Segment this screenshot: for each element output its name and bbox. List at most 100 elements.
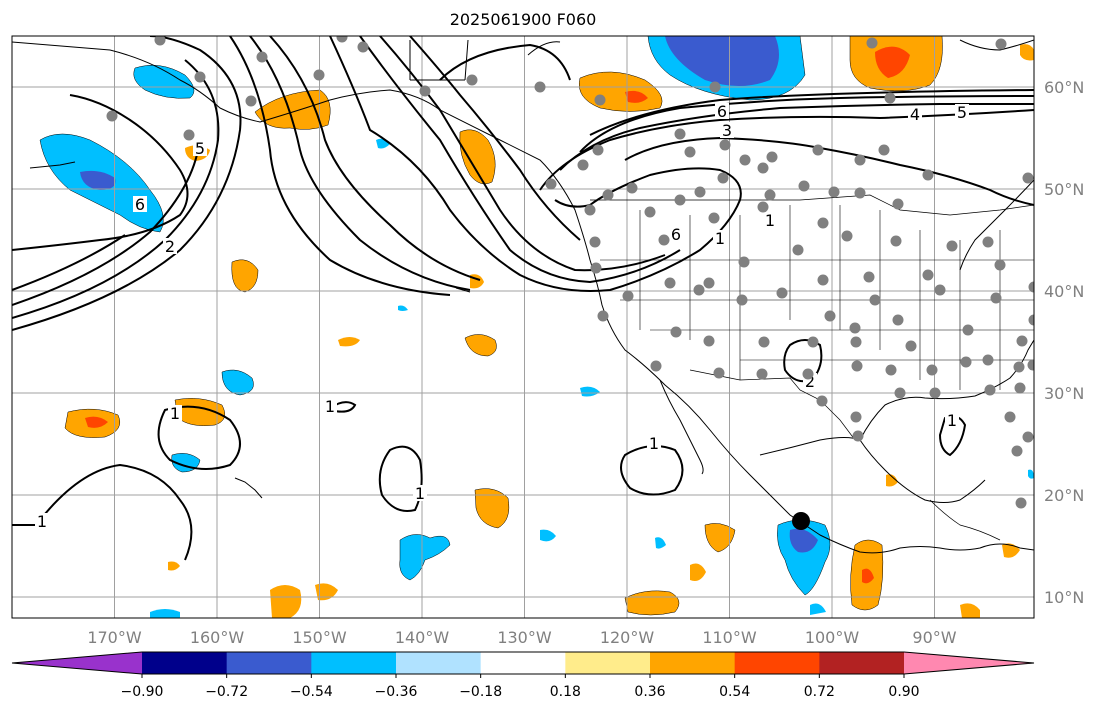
- station-dot: [946, 240, 958, 252]
- station-dot: [1014, 382, 1026, 394]
- map-title: 2025061900 F060: [449, 10, 597, 29]
- station-dot: [534, 81, 546, 93]
- station-dot: [736, 294, 748, 306]
- station-dot: [739, 154, 751, 166]
- contour-label: 6: [135, 195, 145, 214]
- station-dot: [885, 364, 897, 376]
- colorbar: −0.90 −0.72 −0.54 −0.36 −0.18 0.18 0.36 0.54 0.7…: [11, 651, 1035, 700]
- station-dot: [994, 259, 1006, 271]
- station-dot: [817, 217, 829, 229]
- station-dot: [890, 235, 902, 247]
- lat-tick-label: 10°N: [1044, 588, 1084, 607]
- station-dot: [905, 340, 917, 352]
- contour-label: 1: [715, 229, 725, 248]
- station-dot: [674, 128, 686, 140]
- station-dot: [674, 194, 686, 206]
- colorbar-segment: [734, 652, 820, 674]
- station-dot: [1027, 359, 1034, 371]
- lat-tick-label: 60°N: [1044, 78, 1084, 97]
- station-dot: [664, 277, 676, 289]
- station-dot: [934, 284, 946, 296]
- contour-label-bg: [908, 106, 922, 122]
- station-dot: [812, 144, 824, 156]
- contour-label-bg: [168, 405, 182, 421]
- station-dot: [256, 51, 268, 63]
- station-dot: [1011, 445, 1023, 457]
- station-dot: [694, 186, 706, 198]
- station-dot: [183, 129, 195, 141]
- contour-label: 5: [195, 139, 205, 158]
- contour-label: 5: [957, 103, 967, 122]
- station-dot: [670, 326, 682, 338]
- contour-label-bg: [763, 212, 777, 228]
- contour-label-bg: [715, 103, 729, 119]
- station-dot: [828, 186, 840, 198]
- station-dot: [713, 367, 725, 379]
- station-dot: [584, 204, 596, 216]
- station-dot: [817, 274, 829, 286]
- lat-tick-label: 20°N: [1044, 486, 1084, 505]
- contour-label: 1: [649, 434, 659, 453]
- station-dot: [850, 411, 862, 423]
- station-dot: [708, 212, 720, 224]
- station-dot: [984, 384, 996, 396]
- contour-label: 2: [805, 372, 815, 391]
- station-dot: [545, 178, 557, 190]
- station-dot: [776, 287, 788, 299]
- station-dot: [658, 234, 670, 246]
- contour-label: 4: [910, 105, 920, 124]
- lon-tick-label: 90°W: [912, 628, 956, 647]
- station-dot: [622, 290, 634, 302]
- colorbar-segment: [396, 652, 482, 674]
- contour-label-bg: [713, 230, 727, 246]
- colorbar-tick-label: −0.90: [121, 684, 164, 700]
- station-dot: [852, 430, 864, 442]
- station-dot: [849, 322, 861, 334]
- lon-tick-label: 120°W: [600, 628, 655, 647]
- station-dot: [894, 387, 906, 399]
- station-dot: [960, 356, 972, 368]
- station-dot: [926, 364, 938, 376]
- lat-tick-label: 50°N: [1044, 180, 1084, 199]
- station-dot: [1016, 335, 1028, 347]
- colorbar-segment: [480, 652, 566, 674]
- station-dot: [792, 244, 804, 256]
- contour-label-bg: [647, 435, 661, 451]
- station-dot: [850, 336, 862, 348]
- colorbar-tick-label: −0.18: [459, 684, 502, 700]
- lon-tick-label: 140°W: [395, 628, 450, 647]
- colorbar-extend-min: [12, 652, 142, 674]
- station-dot: [719, 139, 731, 151]
- lon-tick-label: 130°W: [497, 628, 552, 647]
- station-dot: [594, 94, 606, 106]
- contour-label-bg: [35, 513, 49, 529]
- station-dot: [194, 71, 206, 83]
- contour-label: 3: [722, 121, 732, 140]
- station-dot: [644, 206, 656, 218]
- station-dot: [841, 230, 853, 242]
- station-dot: [922, 269, 934, 281]
- station-dot: [590, 262, 602, 274]
- contour-label: 1: [37, 512, 47, 531]
- contour-label: 1: [325, 397, 335, 416]
- station-dot: [357, 41, 369, 53]
- station-dot: [693, 284, 705, 296]
- station-dot: [106, 110, 118, 122]
- station-dot: [1022, 431, 1034, 443]
- station-dot: [802, 368, 814, 380]
- lon-tick-label: 170°W: [87, 628, 142, 647]
- colorbar-tick-label: 0.54: [719, 684, 750, 700]
- station-dot: [798, 180, 810, 192]
- contour-label: 1: [765, 211, 775, 230]
- contour-label-bg: [945, 412, 959, 428]
- station-dot: [589, 236, 601, 248]
- station-dot: [313, 69, 325, 81]
- colorbar-tick-label: −0.72: [205, 684, 248, 700]
- station-dot: [851, 360, 863, 372]
- station-dot: [824, 310, 836, 322]
- colorbar-tick-label: 0.36: [634, 684, 665, 700]
- contour-label: 6: [717, 102, 727, 121]
- station-dot: [703, 277, 715, 289]
- station-dot: [717, 172, 729, 184]
